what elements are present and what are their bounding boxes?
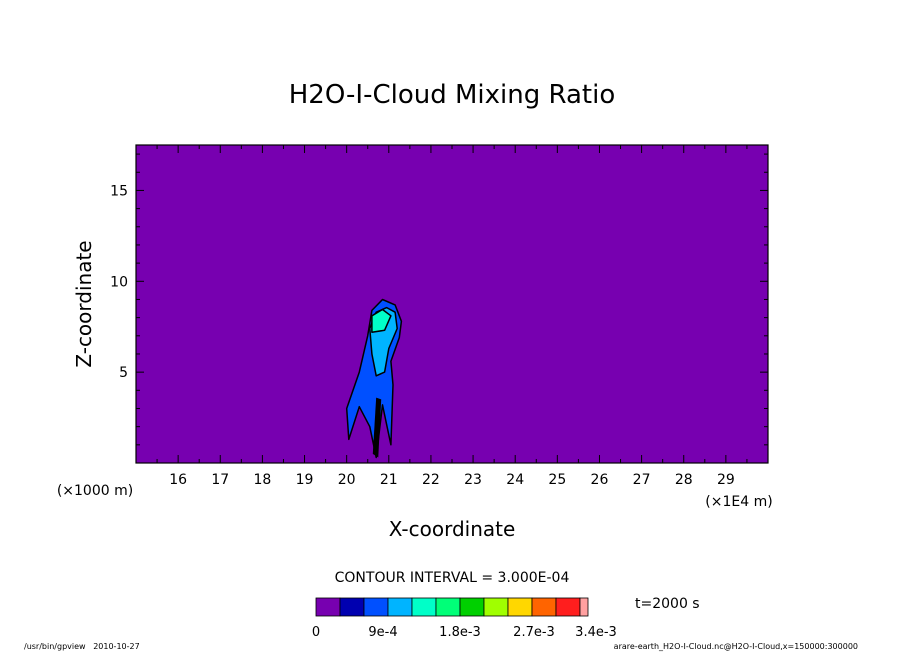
x-tick-label: 17 [211, 472, 229, 488]
y-unit-label: (×1000 m) [57, 483, 133, 499]
contour-region [371, 308, 392, 333]
footer-right: arare-earth_H2O-I-Cloud.nc@H2O-I-Cloud,x… [613, 642, 858, 651]
x-tick-label: 18 [253, 472, 271, 488]
x-tick-label: 19 [296, 472, 314, 488]
time-label: t=2000 s [635, 596, 700, 612]
y-axis-label: Z-coordinate [72, 240, 96, 367]
colorbar-swatch [315, 597, 341, 617]
footer-left: /usr/bin/gpview 2010-10-27 [24, 642, 140, 651]
x-tick-label: 27 [633, 472, 651, 488]
colorbar-swatch [579, 597, 589, 617]
contour-core [372, 397, 382, 458]
x-tick-label: 26 [591, 472, 609, 488]
y-tick-label: 15 [110, 183, 128, 199]
colorbar-swatch [555, 597, 581, 617]
colorbar: 0 9e-4 1.8e-3 2.7e-3 3.4e-3 [312, 597, 617, 640]
colorbar-swatch [531, 597, 557, 617]
colorbar-swatch [459, 597, 485, 617]
x-unit-label: (×1E4 m) [705, 494, 772, 510]
x-tick-label: 24 [506, 472, 524, 488]
colorbar-tick-label: 2.7e-3 [513, 625, 555, 640]
colorbar-tick-label: 0 [312, 625, 320, 640]
colorbar-tick-label: 1.8e-3 [439, 625, 481, 640]
plot-background [136, 145, 768, 463]
plot-area [136, 145, 768, 463]
x-tick-label: 16 [169, 472, 187, 488]
x-axis-label: X-coordinate [389, 517, 516, 541]
x-tick-label: 22 [422, 472, 440, 488]
colorbar-tick-label: 3.4e-3 [575, 625, 617, 640]
x-tick-label: 23 [464, 472, 482, 488]
colorbar-swatch [435, 597, 461, 617]
x-tick-label: 20 [338, 472, 356, 488]
y-tick-label: 10 [110, 274, 128, 290]
axes: 16 17 18 19 20 21 22 23 24 25 26 27 28 29 5 10 15 [110, 144, 769, 488]
x-tick-label: 25 [548, 472, 566, 488]
colorbar-swatch [483, 597, 509, 617]
y-tick-label: 5 [119, 365, 128, 381]
colorbar-swatch [507, 597, 533, 617]
x-tick-label: 29 [717, 472, 735, 488]
colorbar-swatch [411, 597, 437, 617]
contour-interval: CONTOUR INTERVAL = 3.000E-04 [335, 570, 570, 586]
colorbar-swatch [339, 597, 365, 617]
colorbar-swatch [387, 597, 413, 617]
colorbar-tick-label: 9e-4 [368, 625, 397, 640]
x-tick-label: 21 [380, 472, 398, 488]
colorbar-swatch [363, 597, 389, 617]
x-tick-label: 28 [675, 472, 693, 488]
chart-title: H2O-I-Cloud Mixing Ratio [289, 80, 616, 110]
